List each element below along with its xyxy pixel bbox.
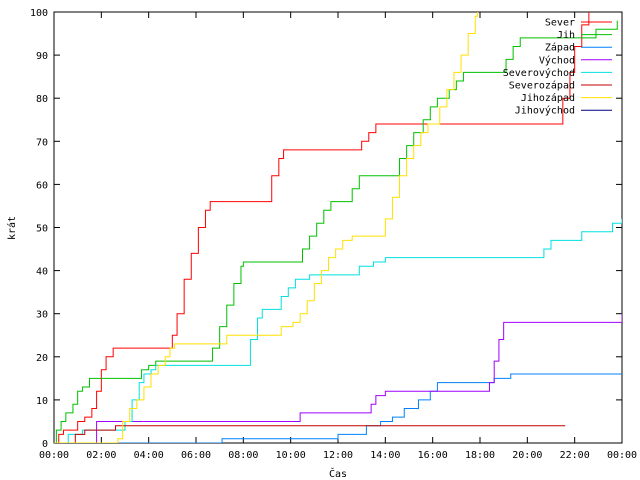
y-tick-label: 10 [36,396,48,407]
x-tick-label: 12:00 [323,450,353,461]
y-tick-label: 0 [42,439,48,450]
y-tick-label: 50 [36,224,48,235]
y-axis-label: krát [6,216,18,240]
x-tick-label: 10:00 [276,450,306,461]
x-axis: 00:00 02:00 04:00 06:00 08:00 10:00 12:00 14:00… [39,12,637,461]
legend-label-jih: Jih [557,30,575,41]
x-tick-label: 00:00 [607,450,637,461]
y-tick-label: 30 [36,310,48,321]
legend-label-jihozapad: Jihozápad [521,92,575,104]
y-tick-label: 70 [36,137,48,148]
y-tick-label: 60 [36,180,48,191]
series-line-jih [54,20,618,443]
series-layer [54,12,622,443]
series-line-sever [54,12,590,443]
x-tick-label: 20:00 [512,450,542,461]
legend-label-sever: Sever [545,18,575,29]
series-line-severozapad [54,425,566,443]
x-tick-label: 14:00 [370,450,400,461]
legend: SeverJihZápadVýchodSeverovýchodSeverozáp… [503,18,612,117]
x-tick-label: 22:00 [560,450,590,461]
x-tick-label: 02:00 [86,450,116,461]
x-tick-label: 00:00 [39,450,69,461]
legend-label-severozapad: Severozápad [509,80,575,92]
series-line-vychod [54,313,622,443]
x-axis-label: Čas [329,467,347,480]
x-tick-label: 08:00 [228,450,258,461]
x-tick-label: 04:00 [134,450,164,461]
legend-label-vychod: Východ [539,54,575,66]
legend-label-jihovychod: Jihovýchod [515,105,575,117]
series-line-severovychod [54,218,622,443]
x-tick-label: 16:00 [418,450,448,461]
legend-label-zapad: Západ [545,42,575,54]
legend-label-severovychod: Severovýchod [503,67,575,79]
series-line-jihozapad [54,12,479,443]
y-tick-label: 80 [36,94,48,105]
y-axis: 0 10 20 30 40 50 60 70 80 90 100 [30,8,622,450]
x-tick-label: 06:00 [181,450,211,461]
y-tick-label: 20 [36,353,48,364]
y-tick-label: 90 [36,51,48,62]
x-tick-label: 18:00 [465,450,495,461]
y-tick-label: 100 [30,8,48,19]
y-tick-label: 40 [36,267,48,278]
